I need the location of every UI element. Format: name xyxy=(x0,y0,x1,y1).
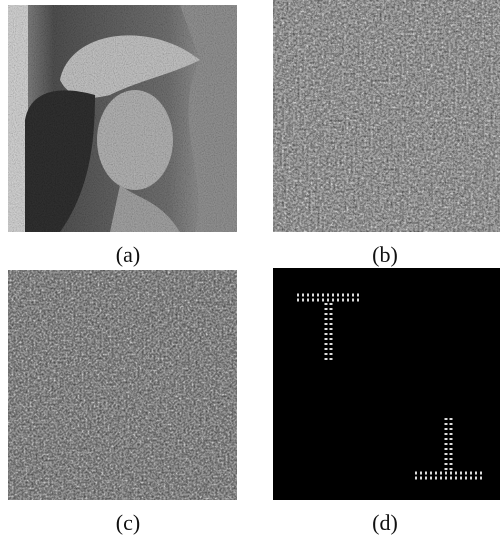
panel-label: (c) xyxy=(116,510,140,535)
panel-d-image xyxy=(273,268,500,500)
panel-label: (d) xyxy=(372,510,398,535)
panel-c-image xyxy=(8,270,237,500)
page: (a) (b) (c) (d) (() => { const data = JS… xyxy=(0,0,500,540)
panel-b-image xyxy=(273,0,500,232)
panel-a-image xyxy=(8,5,237,232)
panel-label: (a) xyxy=(116,242,140,267)
figure: (a) (b) (c) (d) xyxy=(0,0,500,540)
panel-label: (b) xyxy=(372,242,398,267)
